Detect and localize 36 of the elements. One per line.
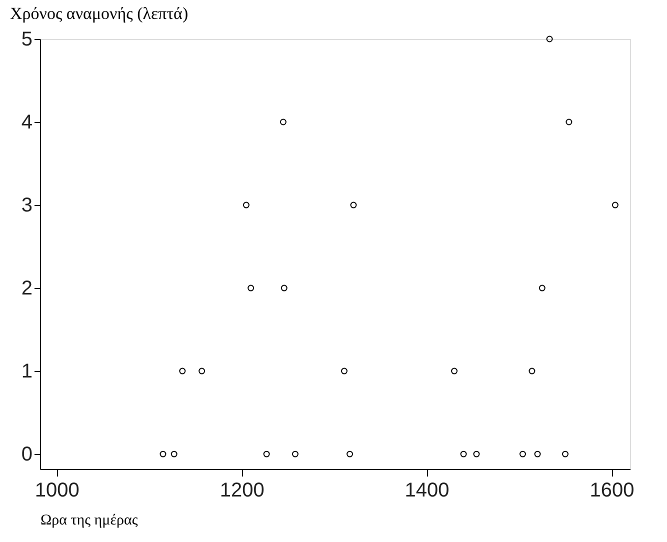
point bbox=[566, 118, 572, 126]
point bbox=[534, 450, 541, 458]
y-tick-label: 3 bbox=[21, 194, 32, 217]
point bbox=[350, 202, 357, 208]
point bbox=[538, 284, 546, 292]
x-tick-label: 1000 bbox=[34, 480, 80, 502]
y-tick-label: 2 bbox=[21, 278, 32, 300]
point bbox=[179, 368, 186, 374]
point bbox=[170, 450, 178, 458]
y-tick-label: 1 bbox=[21, 360, 32, 383]
point bbox=[198, 368, 206, 374]
x-tick-label: 1200 bbox=[220, 480, 264, 502]
point bbox=[562, 450, 569, 458]
point bbox=[248, 284, 254, 292]
point bbox=[280, 284, 288, 292]
point bbox=[519, 450, 526, 458]
point bbox=[451, 368, 458, 374]
x-axis-title: Ωρα της ημέρας bbox=[40, 512, 138, 528]
point bbox=[280, 118, 286, 126]
x-tick-label: 1600 bbox=[590, 480, 634, 502]
point bbox=[473, 450, 480, 458]
point bbox=[460, 450, 467, 458]
point bbox=[346, 450, 354, 458]
x-tick-label: 1400 bbox=[404, 480, 450, 502]
point bbox=[242, 202, 250, 208]
point bbox=[263, 450, 270, 458]
point bbox=[160, 450, 166, 458]
y-axis-title: Χρόνος αναμονής (λεπτά) bbox=[10, 4, 188, 23]
point bbox=[292, 450, 298, 458]
point bbox=[528, 368, 536, 374]
point bbox=[546, 36, 553, 42]
y-tick-label: 0 bbox=[21, 444, 32, 466]
point bbox=[612, 202, 618, 208]
y-tick-label: 4 bbox=[21, 112, 32, 134]
y-tick-label: 5 bbox=[21, 28, 32, 50]
point bbox=[341, 368, 348, 374]
